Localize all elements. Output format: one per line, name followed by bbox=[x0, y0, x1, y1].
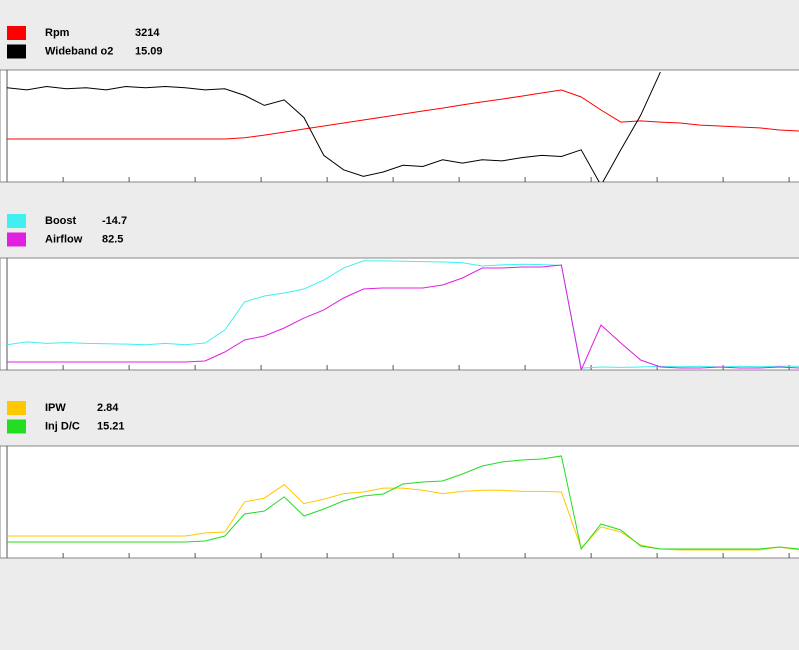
series-line bbox=[7, 89, 799, 140]
legend-value: 15.21 bbox=[97, 420, 125, 432]
legend-swatch bbox=[7, 232, 26, 247]
series-line bbox=[7, 71, 661, 182]
legend-swatch bbox=[7, 44, 26, 59]
legend-label: IPW bbox=[45, 402, 66, 414]
series-line bbox=[7, 264, 799, 370]
legend-swatch bbox=[7, 401, 26, 415]
plot-area bbox=[0, 445, 799, 559]
series-line bbox=[7, 260, 799, 369]
legend-label: Inj D/C bbox=[45, 420, 80, 432]
legend-swatch bbox=[7, 214, 26, 228]
chart-panel: Boost -14.7 Airflow 82.5 bbox=[0, 214, 799, 371]
legend-label: Rpm bbox=[45, 27, 70, 39]
series-line bbox=[7, 455, 799, 551]
legend-label: Boost bbox=[45, 215, 77, 227]
legend-value: 82.5 bbox=[102, 233, 123, 245]
legend-value: 2.84 bbox=[97, 402, 119, 414]
legend-label: Airflow bbox=[45, 233, 83, 245]
plot-area bbox=[0, 69, 799, 183]
chart-panel: Rpm 3214 Wideband o2 15.09 bbox=[0, 26, 799, 183]
legend-label: Wideband o2 bbox=[45, 45, 113, 57]
legend-swatch bbox=[7, 419, 26, 434]
legend-value: 3214 bbox=[135, 27, 160, 39]
plot-area bbox=[0, 257, 799, 371]
chart-panel: IPW 2.84 Inj D/C 15.21 bbox=[0, 401, 799, 559]
legend-value: 15.09 bbox=[135, 45, 163, 57]
legend-value: -14.7 bbox=[102, 215, 127, 227]
legend-swatch bbox=[7, 26, 26, 40]
